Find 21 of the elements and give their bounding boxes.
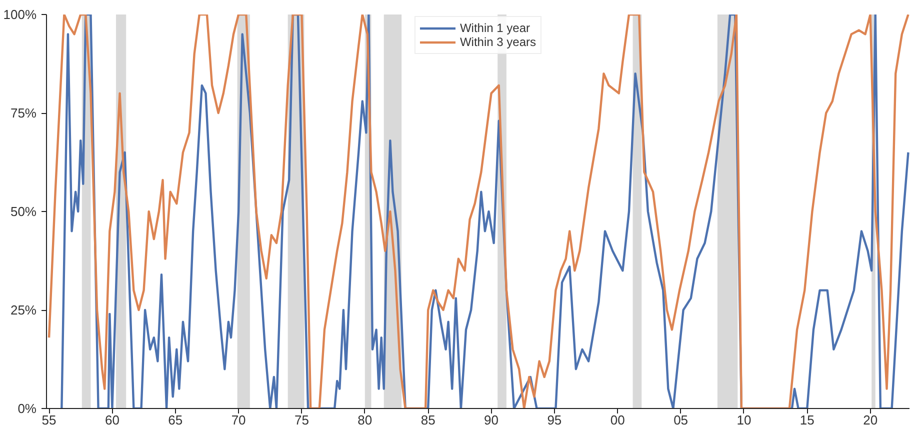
x-tick-label: 95 <box>547 412 562 427</box>
x-tick-label: 60 <box>104 412 120 427</box>
y-tick-label: 100% <box>3 7 37 22</box>
x-tick-label: 20 <box>863 412 878 427</box>
legend-label: Within 1 year <box>460 21 530 35</box>
x-tick-label: 10 <box>736 412 752 427</box>
y-tick-label: 0% <box>18 401 37 416</box>
x-tick-label: 65 <box>168 412 183 427</box>
x-tick-label: 85 <box>420 412 436 427</box>
y-tick-label: 75% <box>10 106 37 120</box>
x-tick-label: 90 <box>484 412 499 427</box>
x-tick-label: 55 <box>42 412 56 427</box>
x-tick-label: 05 <box>674 412 688 427</box>
x-tick-label: 70 <box>231 412 246 427</box>
legend-label: Within 3 years <box>460 35 536 49</box>
x-tick-label: 80 <box>358 412 372 427</box>
y-tick-label: 50% <box>10 204 37 219</box>
x-tick-label: 75 <box>294 412 309 427</box>
x-tick-label: 15 <box>800 412 814 427</box>
y-tick-label: 25% <box>10 302 37 318</box>
x-tick-label: 00 <box>610 412 625 427</box>
